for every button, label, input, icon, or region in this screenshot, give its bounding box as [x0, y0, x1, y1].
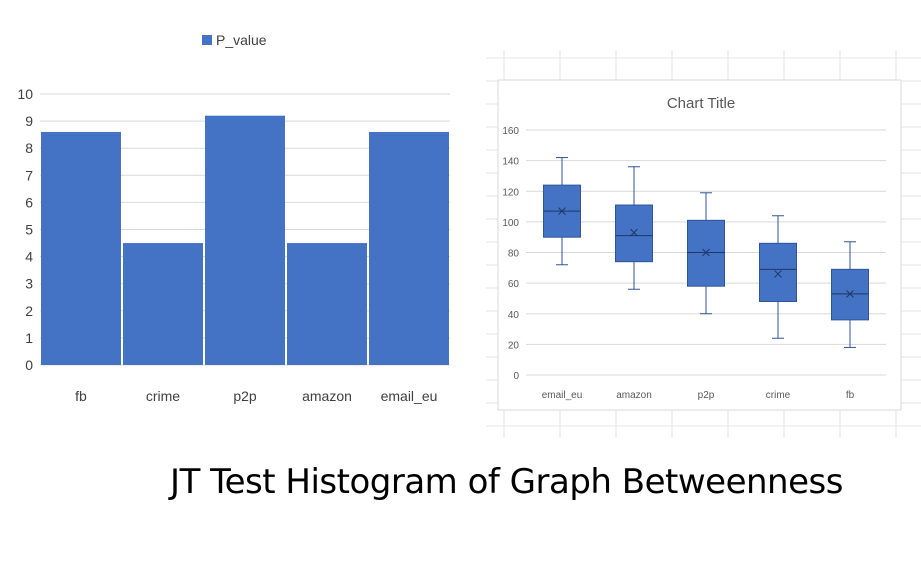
x-tick-label: fb	[846, 390, 855, 401]
y-tick-label: 0	[25, 357, 33, 373]
bar-chart: P_value 0 1 2 3 4 5 6 7 8 9 10 fb crime p2p amazon ema…	[17, 32, 450, 404]
y-tick-label: 140	[502, 157, 519, 168]
y-tick-label: 100	[502, 218, 519, 229]
chart-title: Chart Title	[667, 95, 735, 112]
legend-label: P_value	[216, 32, 267, 48]
boxes	[543, 157, 869, 348]
y-tick-label: 80	[508, 249, 520, 260]
mean-marker	[558, 207, 566, 216]
mean-marker	[630, 228, 638, 237]
x-tick-label: email_eu	[542, 390, 583, 401]
y-tick-label: 2	[25, 303, 33, 319]
y-tick-label: 60	[508, 279, 520, 290]
y-tick-label: 160	[502, 126, 519, 137]
x-tick-label: p2p	[698, 390, 715, 401]
y-tick-label: 120	[502, 187, 519, 198]
bar	[287, 243, 367, 365]
caption: JT Test Histogram of Graph Betweenness	[170, 462, 843, 502]
x-tick-label: amazon	[616, 390, 652, 401]
mean-marker	[846, 289, 854, 298]
y-tick-label: 10	[17, 86, 33, 102]
y-axis-ticks: 0 1 2 3 4 5 6 7 8 9 10	[17, 86, 33, 373]
y-tick-label: 20	[508, 340, 520, 351]
y-axis-ticks: 0 20 40 60 80 100 120 140 160	[502, 126, 519, 382]
legend: P_value	[202, 32, 267, 48]
x-tick-label: fb	[75, 388, 87, 404]
y-tick-label: 5	[25, 222, 33, 238]
y-tick-label: 4	[25, 249, 33, 265]
y-tick-label: 1	[25, 330, 33, 346]
y-tick-label: 9	[25, 113, 33, 129]
legend-swatch	[202, 35, 212, 45]
box-plot-chart: Chart Title 0 20 40 60 80 100 120 140 160 email_…	[486, 50, 921, 438]
y-tick-label: 40	[508, 310, 520, 321]
bar	[123, 243, 203, 365]
x-axis-ticks: email_eu amazon p2p crime fb	[542, 390, 855, 401]
x-tick-label: p2p	[233, 388, 257, 404]
box	[687, 219, 725, 287]
box	[615, 204, 653, 263]
mean-marker	[774, 270, 782, 278]
box	[759, 242, 797, 302]
bar	[369, 131, 449, 365]
bars	[41, 115, 449, 366]
mean-marker	[702, 248, 710, 257]
box-plot-panel: Chart Title 0 20 40 60 80 100 120 140 160 email_…	[486, 50, 921, 438]
y-tick-label: 6	[25, 194, 33, 210]
y-tick-label: 8	[25, 140, 33, 156]
bar	[41, 131, 121, 365]
x-tick-label: crime	[146, 388, 180, 404]
bar	[205, 115, 285, 366]
x-tick-label: amazon	[302, 388, 352, 404]
y-tick-label: 7	[25, 167, 33, 183]
y-tick-label: 3	[25, 276, 33, 292]
x-axis-ticks: fb crime p2p amazon email_eu	[75, 388, 437, 404]
box	[831, 268, 869, 321]
x-tick-label: crime	[766, 390, 791, 401]
x-tick-label: email_eu	[381, 388, 438, 404]
y-tick-label: 0	[513, 371, 519, 382]
